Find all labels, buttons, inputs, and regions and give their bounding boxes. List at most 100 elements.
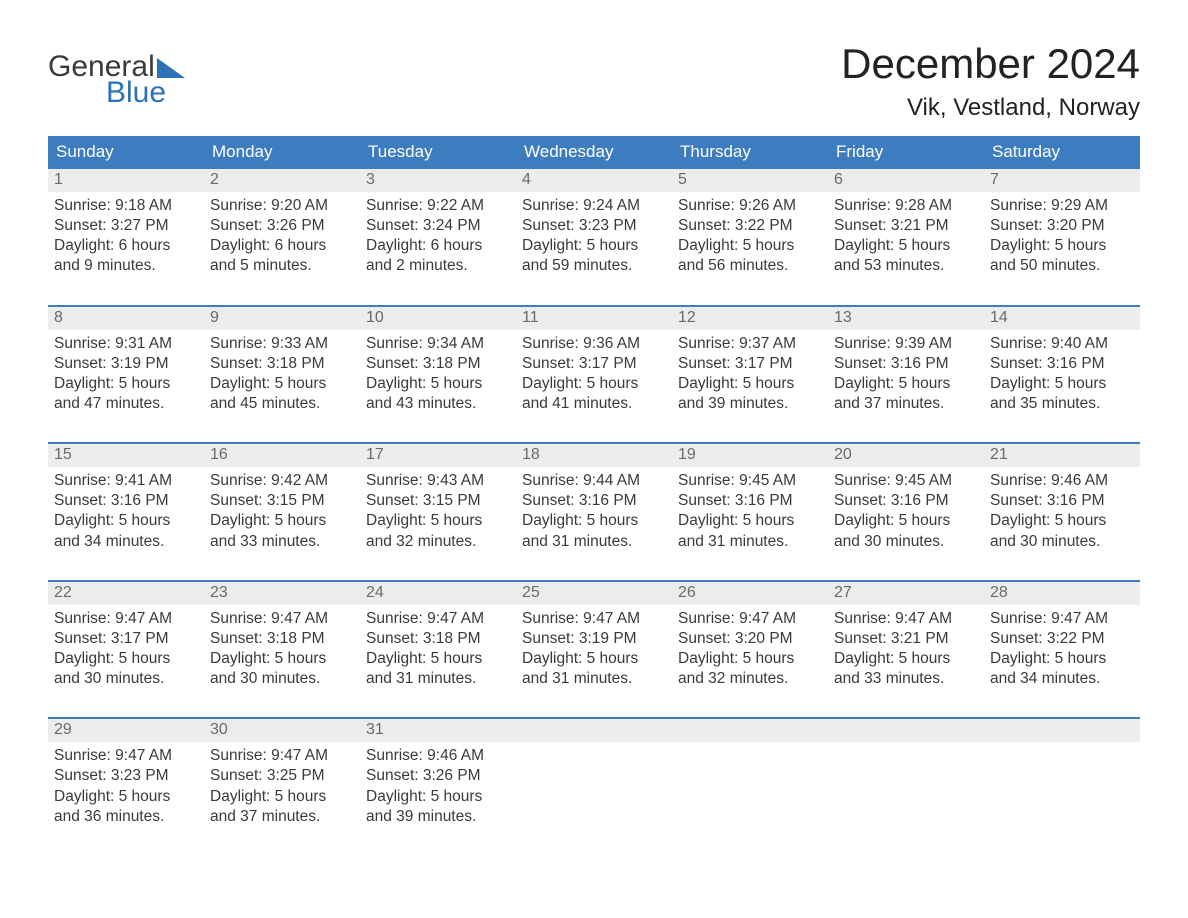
day-body: Sunrise: 9:36 AMSunset: 3:17 PMDaylight:… [516,330,672,419]
sunrise-line: Sunrise: 9:47 AM [366,609,510,629]
day-body [828,742,984,750]
day-body: Sunrise: 9:43 AMSunset: 3:15 PMDaylight:… [360,467,516,556]
day-cell: 15Sunrise: 9:41 AMSunset: 3:16 PMDayligh… [48,444,204,556]
day-body: Sunrise: 9:47 AMSunset: 3:18 PMDaylight:… [360,605,516,694]
daylight-line-1: Daylight: 5 hours [522,236,666,256]
sunrise-line: Sunrise: 9:29 AM [990,196,1134,216]
weeks-container: 1Sunrise: 9:18 AMSunset: 3:27 PMDaylight… [48,169,1140,831]
sunset-line: Sunset: 3:25 PM [210,766,354,786]
sunset-line: Sunset: 3:22 PM [990,629,1134,649]
day-number: 17 [360,444,516,467]
sunset-line: Sunset: 3:24 PM [366,216,510,236]
daylight-line-1: Daylight: 5 hours [990,511,1134,531]
day-body: Sunrise: 9:47 AMSunset: 3:19 PMDaylight:… [516,605,672,694]
day-body: Sunrise: 9:44 AMSunset: 3:16 PMDaylight:… [516,467,672,556]
sunrise-line: Sunrise: 9:44 AM [522,471,666,491]
daylight-line-2: and 37 minutes. [210,807,354,827]
daylight-line-1: Daylight: 5 hours [54,787,198,807]
day-body: Sunrise: 9:40 AMSunset: 3:16 PMDaylight:… [984,330,1140,419]
sunset-line: Sunset: 3:18 PM [366,629,510,649]
daylight-line-2: and 32 minutes. [678,669,822,689]
day-cell: 1Sunrise: 9:18 AMSunset: 3:27 PMDaylight… [48,169,204,281]
daylight-line-2: and 45 minutes. [210,394,354,414]
daylight-line-2: and 30 minutes. [834,532,978,552]
day-cell: 31Sunrise: 9:46 AMSunset: 3:26 PMDayligh… [360,719,516,831]
sunrise-line: Sunrise: 9:18 AM [54,196,198,216]
daylight-line-2: and 43 minutes. [366,394,510,414]
sunrise-line: Sunrise: 9:34 AM [366,334,510,354]
sunset-line: Sunset: 3:16 PM [990,491,1134,511]
day-cell: 21Sunrise: 9:46 AMSunset: 3:16 PMDayligh… [984,444,1140,556]
day-body: Sunrise: 9:47 AMSunset: 3:21 PMDaylight:… [828,605,984,694]
sunrise-line: Sunrise: 9:39 AM [834,334,978,354]
daylight-line-1: Daylight: 5 hours [522,511,666,531]
daylight-line-2: and 37 minutes. [834,394,978,414]
daylight-line-1: Daylight: 5 hours [210,374,354,394]
day-number: 6 [828,169,984,192]
day-number: 22 [48,582,204,605]
daylight-line-2: and 34 minutes. [54,532,198,552]
day-cell: 20Sunrise: 9:45 AMSunset: 3:16 PMDayligh… [828,444,984,556]
daylight-line-2: and 31 minutes. [522,669,666,689]
daylight-line-1: Daylight: 5 hours [834,649,978,669]
day-number: 15 [48,444,204,467]
daylight-line-2: and 47 minutes. [54,394,198,414]
day-number: 11 [516,307,672,330]
day-number: 2 [204,169,360,192]
sunrise-line: Sunrise: 9:24 AM [522,196,666,216]
sunset-line: Sunset: 3:27 PM [54,216,198,236]
day-cell: 12Sunrise: 9:37 AMSunset: 3:17 PMDayligh… [672,307,828,419]
day-body: Sunrise: 9:33 AMSunset: 3:18 PMDaylight:… [204,330,360,419]
daylight-line-2: and 2 minutes. [366,256,510,276]
daylight-line-1: Daylight: 5 hours [678,374,822,394]
day-cell: 13Sunrise: 9:39 AMSunset: 3:16 PMDayligh… [828,307,984,419]
daylight-line-1: Daylight: 5 hours [834,511,978,531]
day-number [828,719,984,742]
day-number: 9 [204,307,360,330]
daylight-line-1: Daylight: 5 hours [834,374,978,394]
daylight-line-2: and 30 minutes. [210,669,354,689]
sunrise-line: Sunrise: 9:47 AM [54,609,198,629]
daylight-line-2: and 5 minutes. [210,256,354,276]
day-body: Sunrise: 9:26 AMSunset: 3:22 PMDaylight:… [672,192,828,281]
daylight-line-2: and 9 minutes. [54,256,198,276]
day-number: 28 [984,582,1140,605]
day-body [984,742,1140,750]
day-cell: 11Sunrise: 9:36 AMSunset: 3:17 PMDayligh… [516,307,672,419]
day-cell: 27Sunrise: 9:47 AMSunset: 3:21 PMDayligh… [828,582,984,694]
sunset-line: Sunset: 3:21 PM [834,629,978,649]
title-block: December 2024 Vik, Vestland, Norway [841,40,1140,122]
sunrise-line: Sunrise: 9:47 AM [678,609,822,629]
day-number: 18 [516,444,672,467]
daylight-line-1: Daylight: 5 hours [990,236,1134,256]
day-body: Sunrise: 9:47 AMSunset: 3:22 PMDaylight:… [984,605,1140,694]
dow-cell: Friday [828,136,984,169]
day-body: Sunrise: 9:46 AMSunset: 3:26 PMDaylight:… [360,742,516,831]
day-body: Sunrise: 9:41 AMSunset: 3:16 PMDaylight:… [48,467,204,556]
daylight-line-2: and 31 minutes. [678,532,822,552]
sunset-line: Sunset: 3:16 PM [990,354,1134,374]
daylight-line-1: Daylight: 5 hours [678,649,822,669]
daylight-line-1: Daylight: 5 hours [678,511,822,531]
day-cell: 26Sunrise: 9:47 AMSunset: 3:20 PMDayligh… [672,582,828,694]
daylight-line-1: Daylight: 5 hours [522,374,666,394]
brand-logo: General Blue [48,40,185,108]
sunset-line: Sunset: 3:16 PM [834,354,978,374]
dow-cell: Thursday [672,136,828,169]
daylight-line-1: Daylight: 5 hours [366,374,510,394]
sunrise-line: Sunrise: 9:33 AM [210,334,354,354]
day-number: 16 [204,444,360,467]
sunrise-line: Sunrise: 9:47 AM [210,609,354,629]
daylight-line-2: and 31 minutes. [522,532,666,552]
sunrise-line: Sunrise: 9:22 AM [366,196,510,216]
day-body: Sunrise: 9:18 AMSunset: 3:27 PMDaylight:… [48,192,204,281]
day-body: Sunrise: 9:47 AMSunset: 3:25 PMDaylight:… [204,742,360,831]
day-body: Sunrise: 9:47 AMSunset: 3:17 PMDaylight:… [48,605,204,694]
dow-cell: Monday [204,136,360,169]
day-body: Sunrise: 9:46 AMSunset: 3:16 PMDaylight:… [984,467,1140,556]
sunrise-line: Sunrise: 9:37 AM [678,334,822,354]
dow-cell: Sunday [48,136,204,169]
sunset-line: Sunset: 3:18 PM [210,629,354,649]
day-number: 14 [984,307,1140,330]
day-number: 12 [672,307,828,330]
